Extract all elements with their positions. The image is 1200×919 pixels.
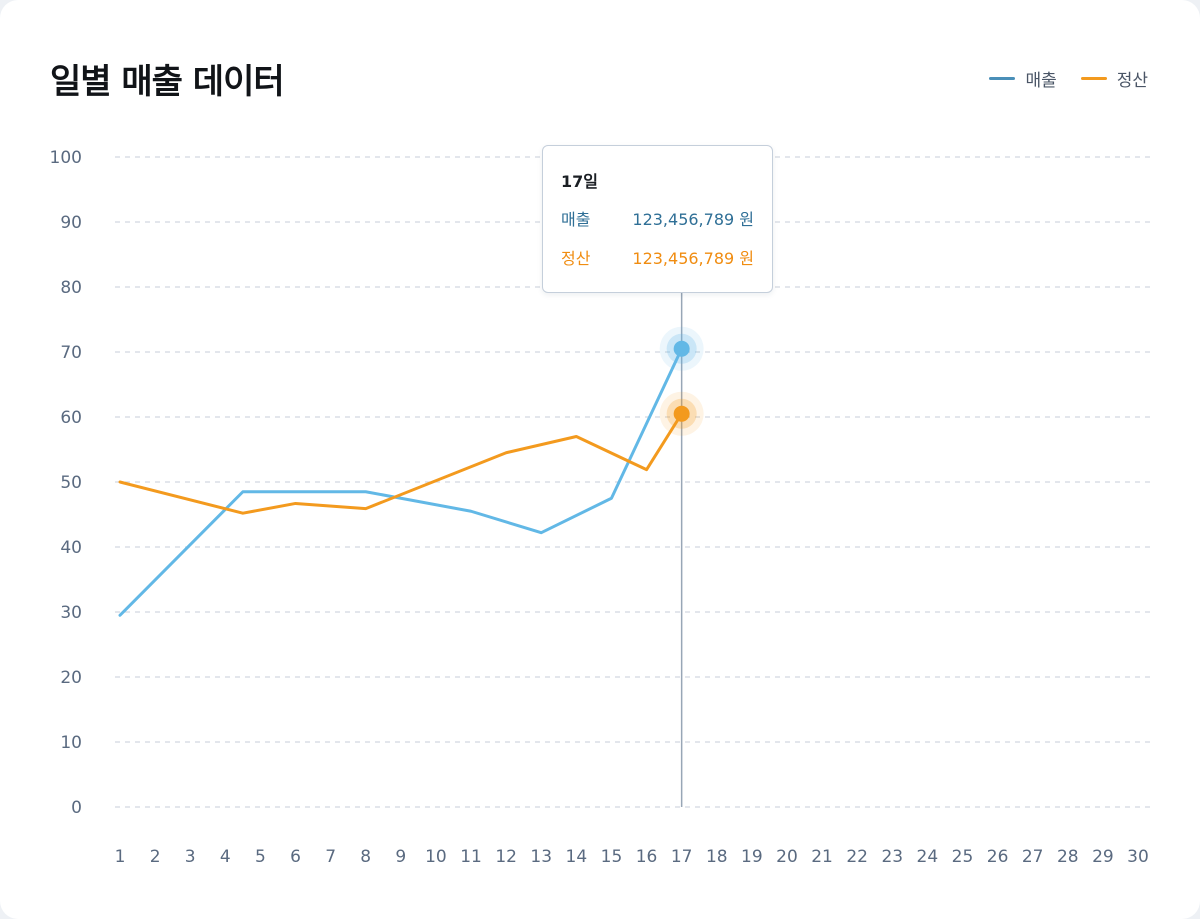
x-tick-label: 15 (601, 847, 623, 867)
x-tick-label: 6 (290, 847, 301, 867)
x-tick-label: 21 (811, 847, 833, 867)
x-tick-label: 7 (325, 847, 336, 867)
x-tick-label: 22 (846, 847, 868, 867)
tooltip-day: 17일 (561, 172, 598, 191)
tooltip-row-revenue: 매출 123,456,789 원 (561, 206, 754, 230)
y-tick-label: 90 (60, 213, 82, 233)
revenue-point[interactable] (673, 340, 690, 357)
x-tick-label: 30 (1127, 847, 1149, 867)
x-tick-label: 2 (150, 847, 161, 867)
legend-item-settlement[interactable]: 정산 (1080, 66, 1148, 91)
legend-swatch-settlement (1080, 77, 1107, 80)
tooltip-revenue-label: 매출 (561, 210, 591, 229)
y-tick-label: 30 (60, 603, 82, 623)
x-tick-label: 10 (425, 847, 447, 867)
x-tick-label: 16 (636, 847, 658, 867)
legend: 매출 정산 (989, 66, 1148, 91)
x-tick-label: 13 (530, 847, 552, 867)
revenue-line[interactable] (118, 347, 684, 617)
y-tick-label: 20 (60, 668, 82, 688)
tooltip-row-settlement: 정산 123,456,789 원 (561, 245, 754, 269)
settlement-line[interactable] (118, 412, 684, 515)
y-tick-label: 0 (71, 798, 82, 818)
x-tick-label: 4 (220, 847, 231, 867)
x-tick-label: 27 (1022, 847, 1044, 867)
tooltip-settlement-label: 정산 (561, 249, 591, 268)
legend-item-revenue[interactable]: 매출 (989, 66, 1057, 91)
x-tick-label: 29 (1092, 847, 1114, 867)
x-tick-label: 20 (776, 847, 798, 867)
y-tick-label: 70 (60, 343, 82, 363)
legend-label-revenue: 매출 (1025, 71, 1057, 91)
y-tick-label: 80 (60, 278, 82, 298)
x-tick-label: 1 (115, 847, 126, 867)
y-tick-label: 50 (60, 473, 82, 493)
y-tick-label: 40 (60, 538, 82, 558)
tooltip-settlement-value: 123,456,789 원 (632, 249, 754, 268)
x-tick-label: 8 (360, 847, 371, 867)
y-tick-label: 60 (60, 408, 82, 428)
x-tick-label: 26 (987, 847, 1009, 867)
y-tick-label: 10 (60, 733, 82, 753)
x-tick-label: 18 (706, 847, 728, 867)
legend-swatch-revenue (989, 77, 1016, 80)
tooltip-revenue-value: 123,456,789 원 (632, 210, 754, 229)
y-tick-label: 100 (50, 148, 82, 168)
x-tick-label: 3 (185, 847, 196, 867)
x-tick-label: 9 (395, 847, 406, 867)
x-tick-label: 19 (741, 847, 763, 867)
x-tick-label: 11 (460, 847, 482, 867)
tooltip: 17일 매출 123,456,789 원 정산 123,456,789 원 (542, 145, 773, 293)
x-tick-label: 17 (671, 847, 693, 867)
x-tick-label: 5 (255, 847, 266, 867)
x-tick-label: 24 (917, 847, 939, 867)
x-tick-label: 12 (495, 847, 517, 867)
page-title: 일별 매출 데이터 (50, 62, 285, 102)
x-tick-label: 23 (881, 847, 903, 867)
settlement-point[interactable] (673, 405, 690, 422)
x-tick-label: 28 (1057, 847, 1079, 867)
x-tick-label: 14 (566, 847, 588, 867)
x-tick-label: 25 (952, 847, 974, 867)
legend-label-settlement: 정산 (1116, 71, 1148, 91)
